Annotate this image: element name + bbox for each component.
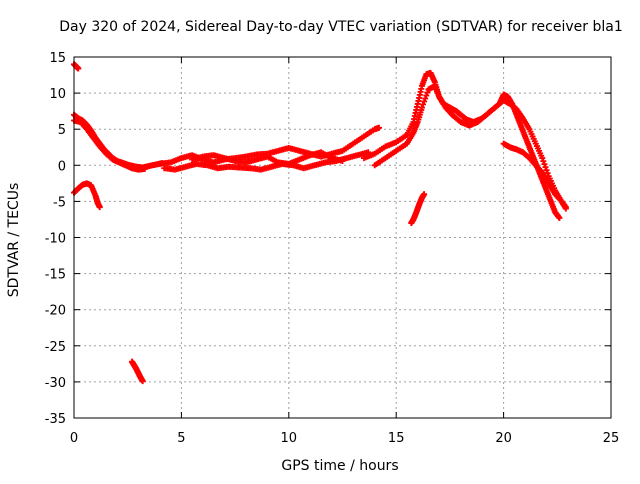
series-arc-early-high bbox=[71, 61, 82, 72]
x-tick-label: 15 bbox=[388, 431, 405, 446]
data-point bbox=[418, 104, 425, 111]
y-tick-label: -15 bbox=[45, 268, 66, 283]
y-tick-label: -25 bbox=[45, 340, 66, 355]
data-point bbox=[544, 170, 551, 177]
data-point bbox=[421, 98, 428, 105]
data-point bbox=[339, 157, 346, 164]
x-tick-label: 10 bbox=[281, 431, 298, 446]
data-point bbox=[540, 158, 547, 165]
y-tick-label: -20 bbox=[45, 304, 66, 319]
data-point bbox=[539, 155, 546, 162]
y-tick-label: -5 bbox=[53, 195, 66, 210]
data-point bbox=[424, 89, 431, 96]
series-arc-late-descent bbox=[500, 140, 569, 212]
series-arc-negative-hump bbox=[71, 180, 103, 211]
axis-ticks: 0 5 10 15 20 25 15 10 5 0 -5 -10 -15 -20 -25 -30 -35 bbox=[45, 51, 620, 446]
data-point bbox=[420, 101, 427, 108]
x-axis-label: GPS time / hours bbox=[281, 458, 398, 474]
series-arc-afternoon-rise bbox=[360, 69, 563, 222]
grid bbox=[74, 57, 611, 418]
series-arc-mid-negative bbox=[408, 191, 428, 227]
series-arc-morning-decay-b bbox=[71, 117, 148, 173]
data-point bbox=[75, 65, 82, 72]
series-arc-afternoon-rise-b bbox=[371, 82, 569, 211]
x-tick-label: 20 bbox=[495, 431, 512, 446]
x-tick-label: 0 bbox=[70, 431, 78, 446]
data-point bbox=[422, 95, 429, 102]
y-tick-label: 10 bbox=[49, 87, 66, 102]
y-axis-label: SDTVAR / TECUs bbox=[6, 183, 22, 298]
y-tick-label: 0 bbox=[58, 159, 66, 174]
y-tick-label: 15 bbox=[49, 51, 66, 66]
x-tick-label: 25 bbox=[603, 431, 620, 446]
data-point bbox=[141, 165, 148, 172]
data-point bbox=[541, 161, 548, 168]
y-tick-label: -35 bbox=[45, 412, 66, 427]
y-tick-label: -10 bbox=[45, 232, 66, 247]
series-arc-quiet-c bbox=[189, 149, 346, 167]
data-series bbox=[71, 61, 569, 385]
x-tick-label: 5 bbox=[177, 431, 185, 446]
data-point bbox=[376, 124, 383, 131]
chart-title: Day 320 of 2024, Sidereal Day-to-day VTE… bbox=[59, 19, 622, 35]
data-point bbox=[543, 167, 550, 174]
series-arc-deep-negative bbox=[128, 358, 146, 385]
data-point bbox=[139, 378, 146, 385]
data-point bbox=[421, 191, 428, 198]
data-point bbox=[542, 164, 549, 171]
data-point bbox=[562, 205, 569, 212]
data-point bbox=[556, 215, 563, 222]
y-tick-label: 5 bbox=[58, 123, 66, 138]
data-point bbox=[423, 92, 430, 99]
data-point bbox=[96, 204, 103, 211]
y-tick-label: -30 bbox=[45, 376, 66, 391]
